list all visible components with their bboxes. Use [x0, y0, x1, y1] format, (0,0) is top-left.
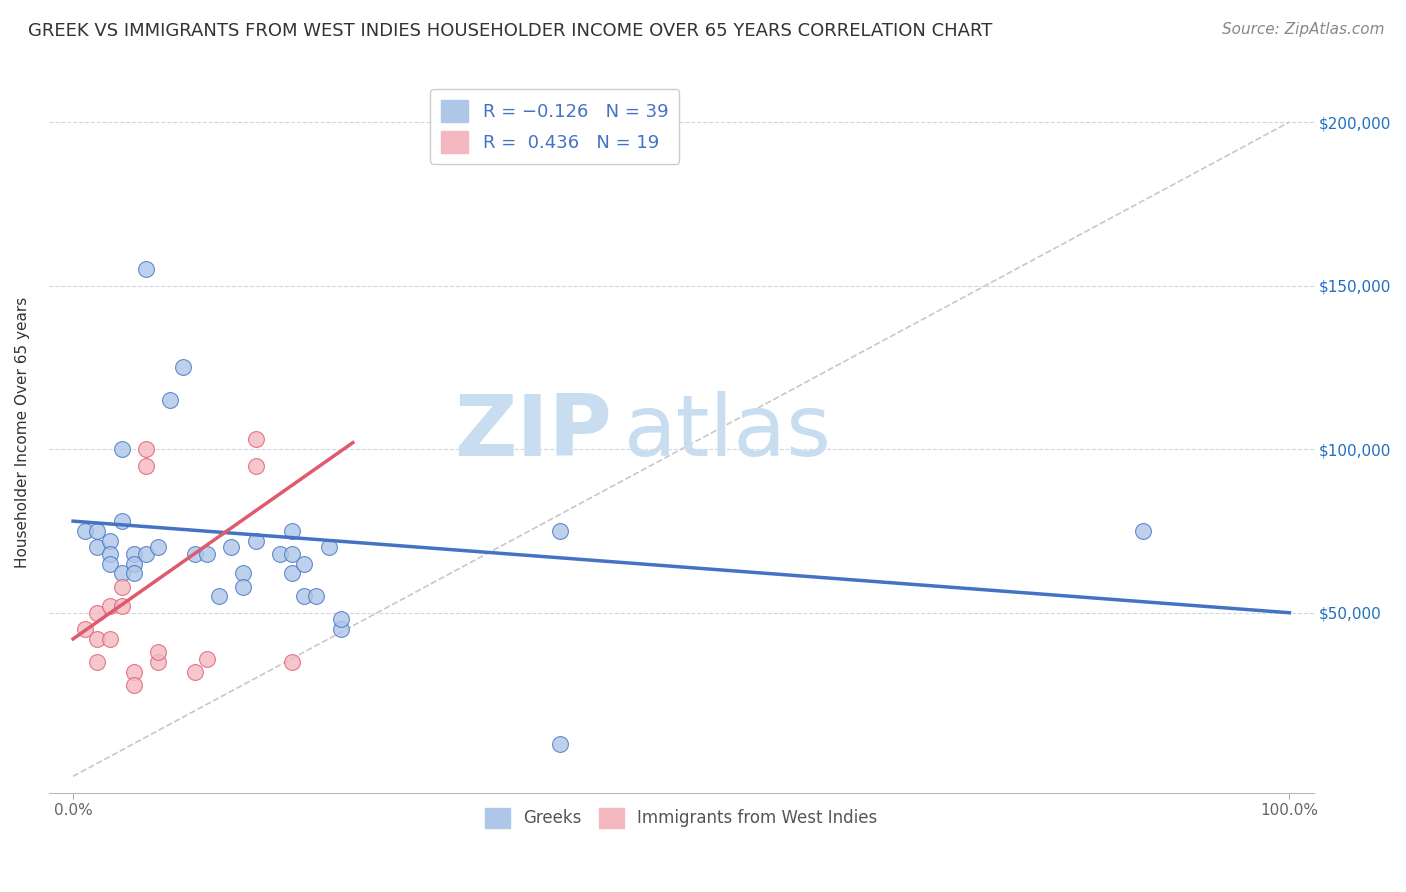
Point [195, 651, 218, 665]
Point [122, 665, 145, 679]
Point [208, 590, 231, 604]
Point [183, 547, 205, 561]
Point [98, 557, 121, 571]
Point [111, 514, 134, 528]
Point [232, 580, 254, 594]
Point [135, 458, 157, 473]
Point [245, 533, 267, 548]
Point [122, 566, 145, 581]
Point [292, 557, 315, 571]
Point [245, 458, 267, 473]
Point [122, 547, 145, 561]
Text: Source: ZipAtlas.com: Source: ZipAtlas.com [1222, 22, 1385, 37]
Point [269, 547, 291, 561]
Point [329, 622, 352, 636]
Point [86, 632, 108, 646]
Point [232, 566, 254, 581]
Text: ZIP: ZIP [454, 392, 612, 475]
Point [172, 360, 194, 375]
Point [86, 606, 108, 620]
Point [305, 590, 328, 604]
Point [292, 590, 315, 604]
Point [148, 645, 170, 659]
Point [281, 524, 304, 538]
Point [219, 541, 242, 555]
Point [98, 599, 121, 614]
Point [86, 541, 108, 555]
Point [98, 632, 121, 646]
Point [148, 655, 170, 669]
Point [86, 524, 108, 538]
Text: GREEK VS IMMIGRANTS FROM WEST INDIES HOUSEHOLDER INCOME OVER 65 YEARS CORRELATIO: GREEK VS IMMIGRANTS FROM WEST INDIES HOU… [28, 22, 993, 40]
Point [159, 393, 181, 408]
Point [183, 665, 205, 679]
Point [281, 655, 304, 669]
Point [148, 541, 170, 555]
Point [86, 655, 108, 669]
Point [281, 566, 304, 581]
Point [75, 524, 97, 538]
Point [548, 524, 571, 538]
Legend: Greeks, Immigrants from West Indies: Greeks, Immigrants from West Indies [478, 801, 884, 835]
Point [135, 547, 157, 561]
Point [281, 547, 304, 561]
Text: atlas: atlas [624, 392, 832, 475]
Point [98, 533, 121, 548]
Point [111, 599, 134, 614]
Y-axis label: Householder Income Over 65 years: Householder Income Over 65 years [15, 297, 30, 568]
Point [111, 566, 134, 581]
Point [122, 678, 145, 692]
Point [135, 262, 157, 277]
Point [195, 547, 218, 561]
Point [135, 442, 157, 457]
Point [111, 580, 134, 594]
Point [329, 612, 352, 626]
Point [111, 442, 134, 457]
Point [75, 622, 97, 636]
Point [548, 737, 571, 751]
Point [98, 547, 121, 561]
Point [122, 557, 145, 571]
Point [318, 541, 340, 555]
Point [1132, 524, 1154, 538]
Point [245, 433, 267, 447]
